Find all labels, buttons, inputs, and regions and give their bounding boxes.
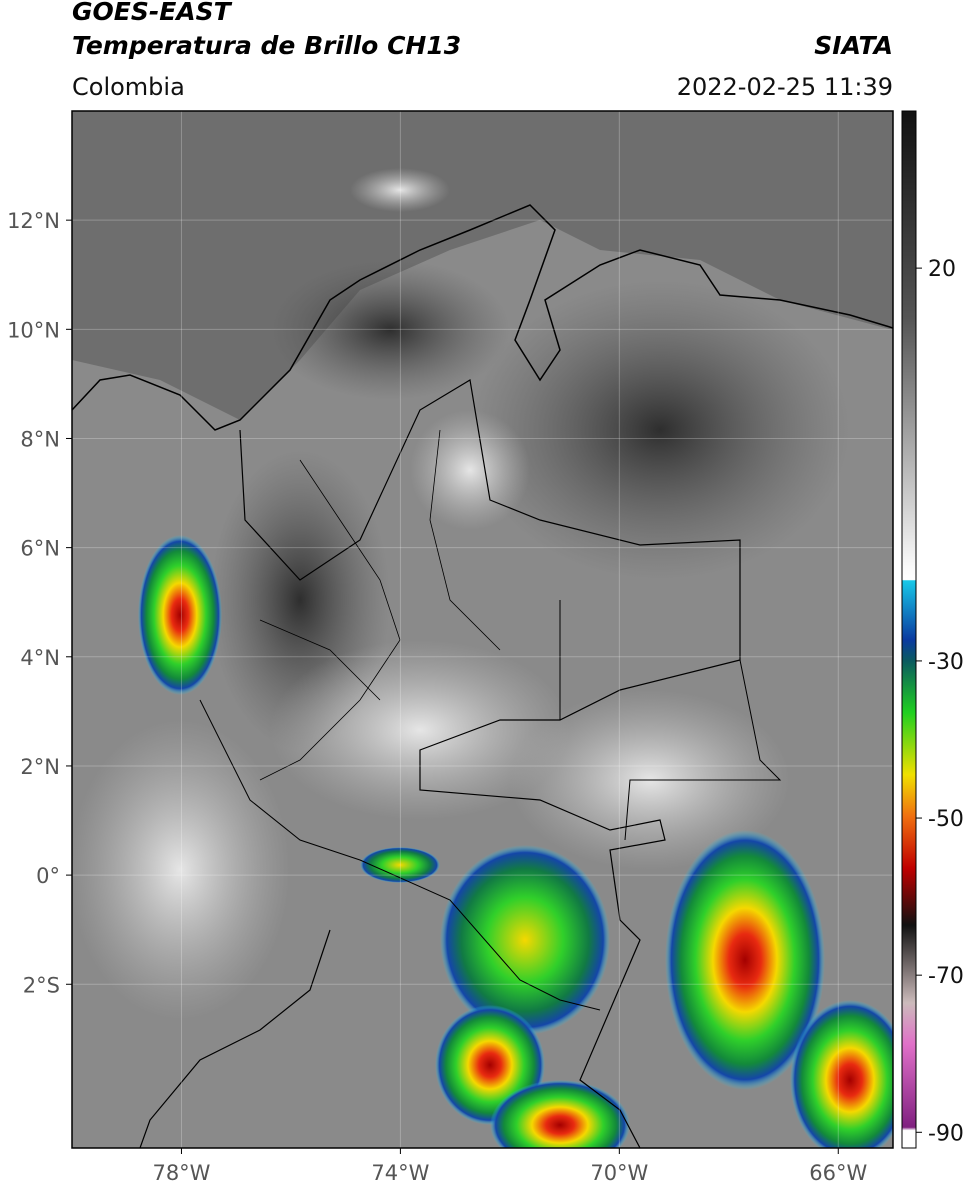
y-tick-label: 2°N [20, 755, 60, 779]
colorbar-tick-label: -50 [928, 807, 964, 832]
map-frame [71, 110, 894, 1149]
map-axes: 78°W 74°W 70°W 66°W 12°N 10°N 8°N 6°N 4°N 2°N 0° 2°… [7, 111, 964, 1185]
y-tick-label: 12°N [7, 209, 60, 233]
x-tick-label: 78°W [152, 1161, 210, 1185]
colorbar-tick-label: -70 [928, 964, 964, 989]
colorbar-tick-label: -30 [928, 650, 964, 675]
x-tick-label: 74°W [371, 1161, 429, 1185]
timestamp: 2022-02-25 11:39 [677, 73, 893, 101]
x-tick-label: 66°W [809, 1161, 867, 1185]
y-tick-label: 4°N [20, 646, 60, 670]
y-tick-label: 8°N [20, 427, 60, 451]
region: Colombia [72, 73, 185, 101]
subtitle: Temperatura de Brillo CH13 [72, 31, 461, 60]
y-tick-label: 6°N [20, 537, 60, 561]
y-tick-label: 0° [36, 864, 60, 888]
y-tick-label: 2°S [23, 973, 60, 997]
colorbar [901, 110, 917, 1149]
colorbar-tick-label: -90 [928, 1121, 964, 1146]
source: SIATA [814, 31, 893, 60]
colorbar-tick-label: 20 [928, 257, 956, 282]
x-tick-label: 70°W [590, 1161, 648, 1185]
title: GOES-EAST [72, 0, 233, 26]
y-tick-label: 10°N [7, 318, 60, 342]
satellite-image [72, 111, 893, 1148]
